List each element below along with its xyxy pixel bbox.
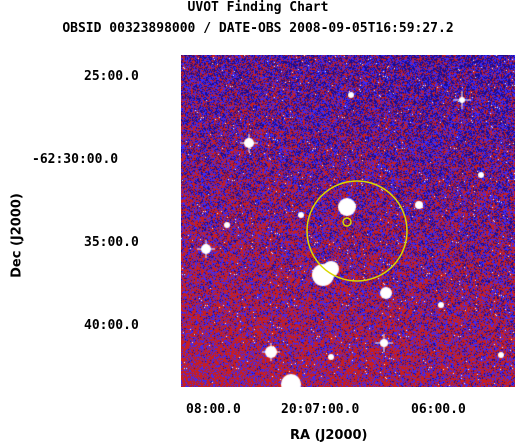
x-tick-label: 08:00.0	[186, 402, 241, 417]
x-axis-label: RA (J2000)	[290, 428, 368, 443]
chart-subtitle: OBSID 00323898000 / DATE-OBS 2008-09-05T…	[62, 21, 454, 36]
x-tick-label: 20:07:00.0	[281, 402, 360, 417]
y-tick-label: 35:00.0	[84, 235, 139, 250]
x-tick-label: 06:00.0	[411, 402, 466, 417]
sky-image	[181, 55, 515, 387]
chart-title: UVOT Finding Chart	[187, 0, 329, 15]
y-tick-label: -62:30:00.0	[32, 152, 119, 167]
y-axis-label: Dec (J2000)	[9, 193, 25, 278]
y-tick-label: 40:00.0	[84, 318, 139, 333]
y-tick-label: 25:00.0	[84, 69, 139, 84]
